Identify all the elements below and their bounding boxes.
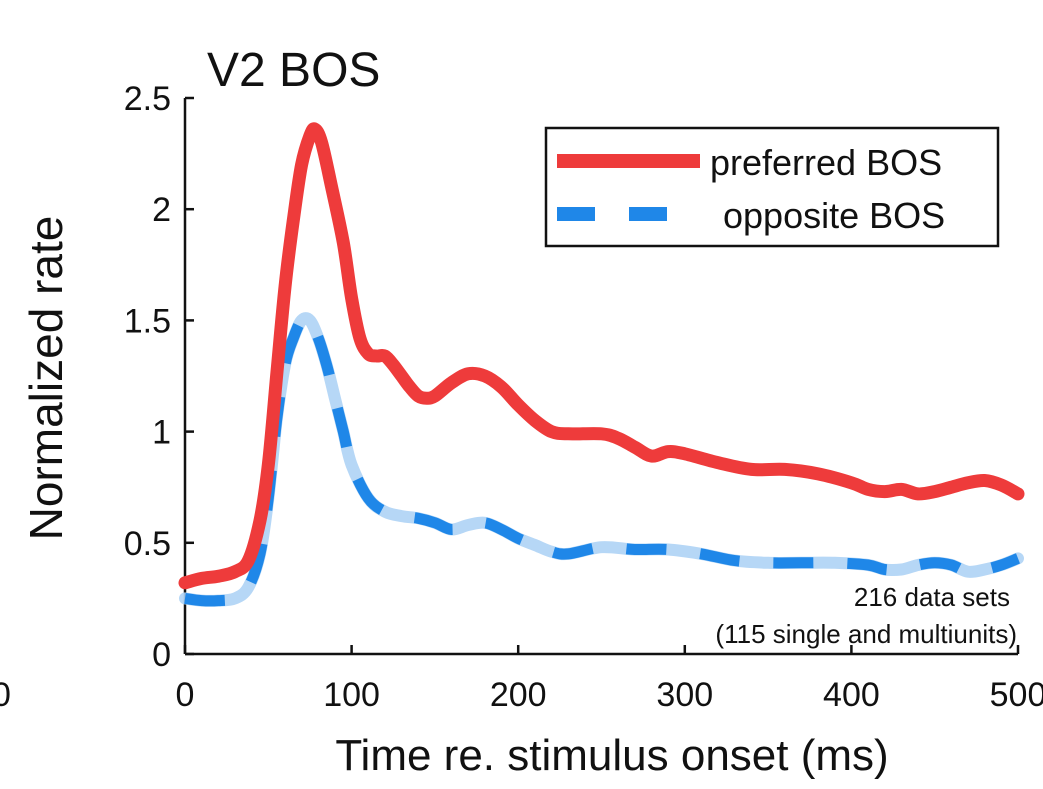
x-tick-label: 500: [990, 676, 1043, 714]
y-tick-label: 2.5: [124, 80, 171, 118]
series-band-opposite: [179, 312, 1024, 607]
clipped-x-tick-label: 0: [0, 676, 11, 714]
y-tick-label: 2: [152, 191, 171, 229]
annotation-line-2: (115 single and multiunits): [715, 619, 1017, 649]
x-tick-label: 200: [490, 676, 547, 714]
legend-box: [544, 126, 1000, 248]
y-axis-label: Normalized rate: [20, 216, 72, 541]
x-tick-label: 400: [823, 676, 880, 714]
y-tick-label: 0: [152, 636, 171, 674]
x-tick-label: 300: [656, 676, 713, 714]
y-tick-label: 1: [152, 414, 171, 452]
legend-label-preferred: preferred BOS: [710, 142, 942, 183]
y-tick-label: 1.5: [124, 302, 171, 340]
y-tick-label: 0.5: [124, 525, 171, 563]
legend: preferred BOS opposite BOS: [544, 126, 1000, 248]
annotation-line-1: 216 data sets: [854, 582, 1010, 612]
x-tick-label: 100: [323, 676, 380, 714]
series-line-preferred: [178, 122, 1025, 590]
series-line-opposite: [184, 312, 1021, 607]
chart-title: V2 BOS: [207, 44, 380, 97]
legend-label-opposite: opposite BOS: [723, 195, 945, 236]
x-axis-label: Time re. stimulus onset (ms): [335, 731, 888, 780]
x-tick-label: 0: [176, 676, 195, 714]
